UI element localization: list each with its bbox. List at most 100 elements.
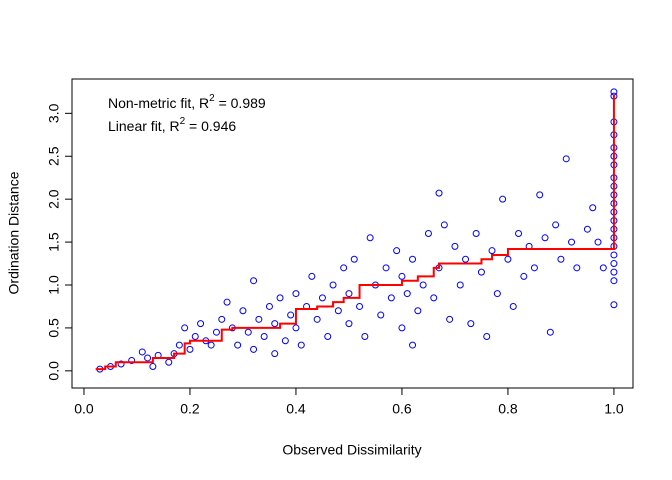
point xyxy=(128,357,136,365)
point xyxy=(191,333,199,340)
point xyxy=(610,251,618,259)
point xyxy=(255,315,263,323)
annotation-text: Linear fit, R xyxy=(108,118,180,134)
point xyxy=(334,307,342,315)
x-axis-label: Observed Dissimilarity xyxy=(282,442,421,458)
point xyxy=(318,294,326,302)
point xyxy=(265,302,273,310)
point xyxy=(350,255,358,263)
point xyxy=(509,302,517,310)
point xyxy=(467,320,475,328)
point xyxy=(244,328,252,336)
point xyxy=(499,195,507,203)
point xyxy=(271,350,279,358)
point xyxy=(281,337,289,345)
point xyxy=(260,333,268,340)
point xyxy=(382,264,390,272)
x-tick-label: 0.8 xyxy=(498,401,518,417)
point xyxy=(356,302,364,310)
annotation-rest: = 0.989 xyxy=(215,95,266,111)
point xyxy=(446,315,454,323)
point xyxy=(313,315,321,323)
point xyxy=(557,255,565,263)
point xyxy=(477,268,485,276)
annotation-sup: 2 xyxy=(209,93,215,104)
point xyxy=(197,320,205,328)
y-tick-label: 1.5 xyxy=(46,232,62,252)
y-tick-label: 0.0 xyxy=(46,361,62,381)
point xyxy=(515,230,523,237)
point xyxy=(589,204,597,212)
point xyxy=(403,290,411,298)
point xyxy=(599,264,607,272)
x-tick-label: 0.6 xyxy=(392,401,412,417)
point xyxy=(329,281,337,289)
point xyxy=(239,307,247,315)
point xyxy=(456,281,464,289)
point xyxy=(271,320,279,328)
x-tick-label: 0.0 xyxy=(74,401,94,417)
point xyxy=(165,358,173,366)
point xyxy=(117,360,125,368)
point xyxy=(234,341,242,349)
point xyxy=(212,328,220,336)
step-fit-line xyxy=(95,94,615,371)
point xyxy=(483,333,491,340)
x-tick-label: 0.4 xyxy=(286,401,306,417)
point xyxy=(218,315,226,323)
point xyxy=(552,221,560,229)
point xyxy=(414,307,422,315)
annotation-text: Non-metric fit, R xyxy=(108,95,209,111)
point xyxy=(223,298,231,306)
point xyxy=(207,341,215,349)
point xyxy=(175,341,183,349)
point xyxy=(377,311,385,319)
x-tick-label: 0.2 xyxy=(180,401,200,417)
point xyxy=(493,290,501,298)
point xyxy=(430,294,438,302)
point xyxy=(324,333,332,340)
point xyxy=(398,272,406,280)
point xyxy=(520,272,528,280)
point xyxy=(250,345,258,353)
point xyxy=(186,345,194,353)
point xyxy=(345,320,353,328)
point xyxy=(541,234,549,242)
point xyxy=(409,341,417,349)
point xyxy=(387,294,395,302)
y-axis-label: Ordination Distance xyxy=(6,171,22,294)
y-tick-label: 3.0 xyxy=(46,103,62,123)
point xyxy=(573,264,581,272)
annotation-sup: 2 xyxy=(180,116,186,127)
point xyxy=(472,230,480,237)
point xyxy=(393,247,401,255)
point xyxy=(610,277,618,285)
point xyxy=(308,272,316,280)
point xyxy=(297,341,305,349)
point xyxy=(250,277,258,285)
point xyxy=(451,242,459,250)
plot-box xyxy=(71,78,634,389)
point xyxy=(292,324,300,332)
point xyxy=(340,264,348,272)
y-tick-label: 0.5 xyxy=(46,318,62,338)
point xyxy=(610,301,618,309)
point xyxy=(149,363,157,371)
point xyxy=(462,255,470,263)
point xyxy=(536,191,544,199)
point xyxy=(144,354,152,362)
y-tick-label: 2.0 xyxy=(46,189,62,209)
point xyxy=(398,324,406,332)
point xyxy=(583,225,591,233)
y-tick-label: 2.5 xyxy=(46,146,62,166)
point xyxy=(292,290,300,298)
point xyxy=(287,311,295,319)
point xyxy=(568,238,576,246)
annotation-rest: = 0.946 xyxy=(185,118,236,134)
x-tick-label: 1.0 xyxy=(604,401,624,417)
point xyxy=(366,234,374,242)
point xyxy=(562,155,570,163)
point xyxy=(181,324,189,332)
point xyxy=(530,264,538,272)
